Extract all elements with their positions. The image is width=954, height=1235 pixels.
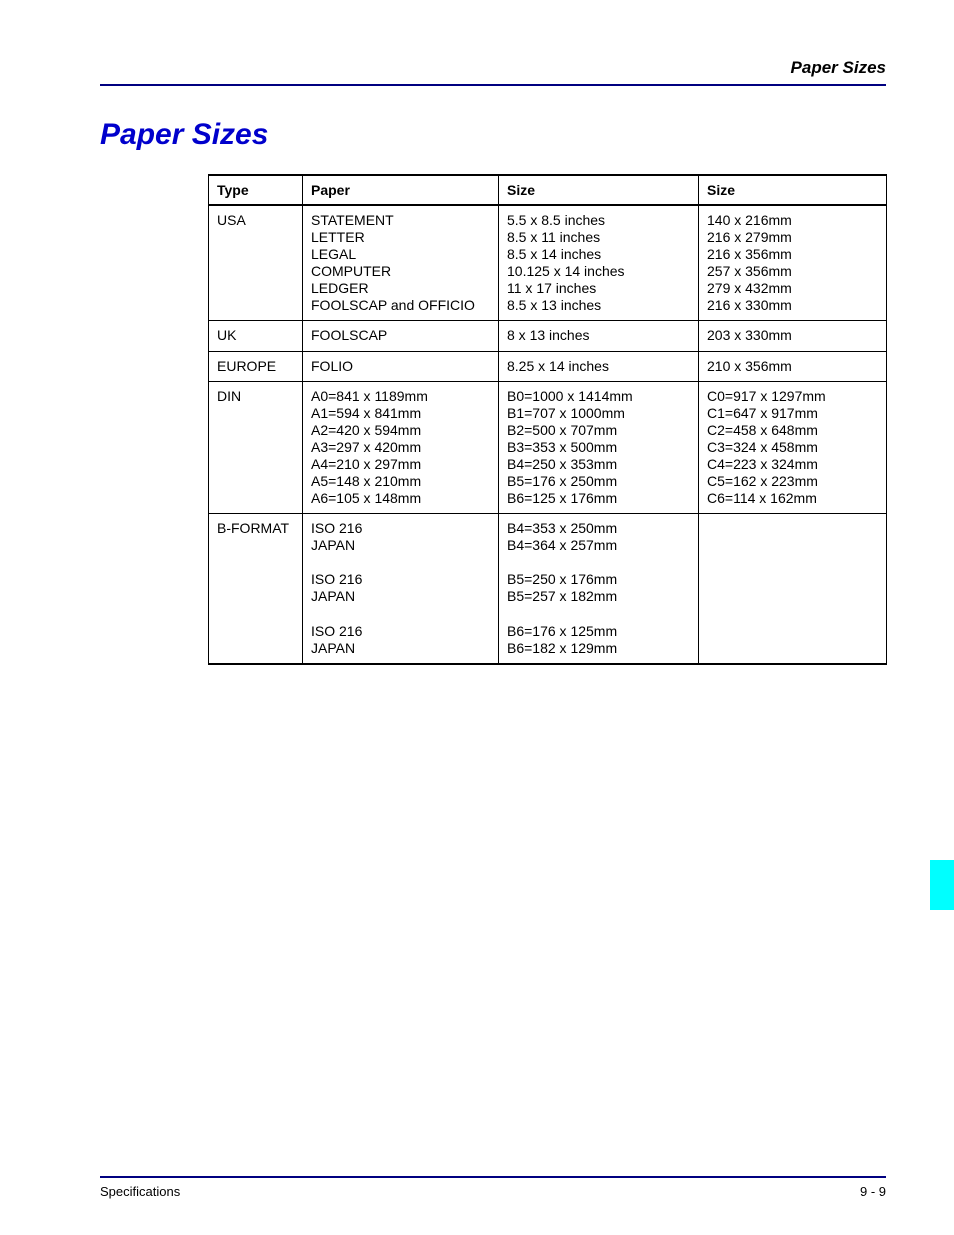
- cell-paper: STATEMENT LETTER LEGAL COMPUTER LEDGER F…: [303, 205, 499, 321]
- col-header-size2: Size: [699, 175, 887, 205]
- cell-paper: FOLIO: [303, 351, 499, 381]
- col-header-paper: Paper: [303, 175, 499, 205]
- cell-paper: ISO 216 JAPAN ISO 216 JAPAN ISO 216 JAPA…: [303, 514, 499, 664]
- cell-paper: FOOLSCAP: [303, 321, 499, 351]
- cell-size1: B0=1000 x 1414mm B1=707 x 1000mm B2=500 …: [499, 381, 699, 514]
- cell-size2: C0=917 x 1297mm C1=647 x 917mm C2=458 x …: [699, 381, 887, 514]
- cell-size2: 203 x 330mm: [699, 321, 887, 351]
- section-tab: [930, 860, 954, 910]
- paper-sizes-table: Type Paper Size Size USA STATEMENT LETTE…: [208, 174, 887, 665]
- cell-type: DIN: [209, 381, 303, 514]
- table-row: DIN A0=841 x 1189mm A1=594 x 841mm A2=42…: [209, 381, 887, 514]
- page-title: Paper Sizes: [100, 118, 886, 152]
- cell-paper: A0=841 x 1189mm A1=594 x 841mm A2=420 x …: [303, 381, 499, 514]
- footer-right: 9 - 9: [860, 1184, 886, 1199]
- table-row: B-FORMAT ISO 216 JAPAN ISO 216 JAPAN ISO…: [209, 514, 887, 664]
- cell-type: USA: [209, 205, 303, 321]
- cell-size1: 8.25 x 14 inches: [499, 351, 699, 381]
- cell-type: UK: [209, 321, 303, 351]
- table-header-row: Type Paper Size Size: [209, 175, 887, 205]
- cell-size1: B4=353 x 250mm B4=364 x 257mm B5=250 x 1…: [499, 514, 699, 664]
- table-row: UK FOOLSCAP 8 x 13 inches 203 x 330mm: [209, 321, 887, 351]
- cell-size1: 5.5 x 8.5 inches 8.5 x 11 inches 8.5 x 1…: [499, 205, 699, 321]
- cell-size2: 140 x 216mm 216 x 279mm 216 x 356mm 257 …: [699, 205, 887, 321]
- cell-size1: 8 x 13 inches: [499, 321, 699, 351]
- table-row: EUROPE FOLIO 8.25 x 14 inches 210 x 356m…: [209, 351, 887, 381]
- col-header-size1: Size: [499, 175, 699, 205]
- cell-type: EUROPE: [209, 351, 303, 381]
- running-head: Paper Sizes: [100, 58, 886, 86]
- cell-size2: [699, 514, 887, 664]
- cell-size2: 210 x 356mm: [699, 351, 887, 381]
- cell-type: B-FORMAT: [209, 514, 303, 664]
- page-footer: Specifications 9 - 9: [100, 1176, 886, 1199]
- footer-left: Specifications: [100, 1184, 180, 1199]
- table-row: USA STATEMENT LETTER LEGAL COMPUTER LEDG…: [209, 205, 887, 321]
- col-header-type: Type: [209, 175, 303, 205]
